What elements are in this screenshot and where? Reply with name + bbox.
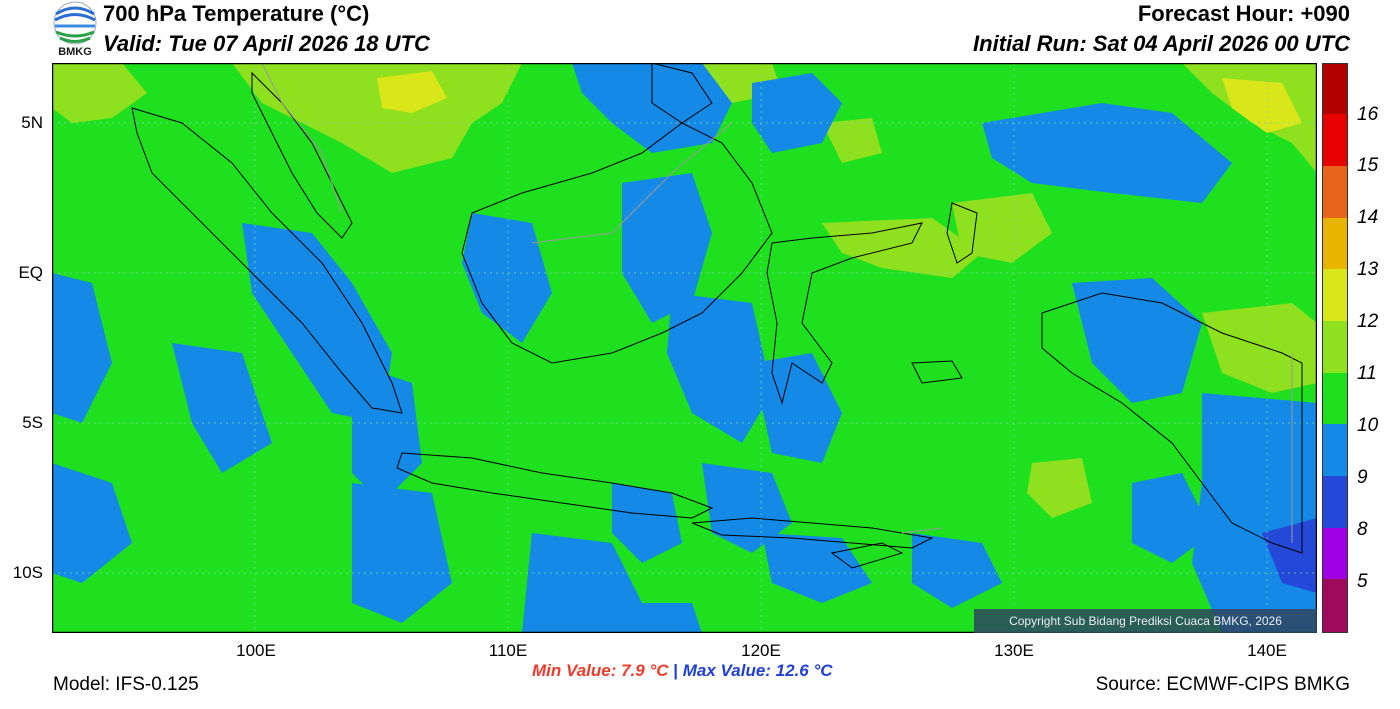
logo-label: BMKG: [58, 46, 92, 58]
colorbar-label-5: 5: [1357, 571, 1368, 592]
lat-label-5n: 5N: [21, 113, 43, 132]
model-label: Model: IFS-0.125: [53, 674, 199, 695]
colorbar-label-13: 13: [1357, 259, 1379, 280]
sulawesi-outline: [766, 222, 923, 405]
colorbar-label-11: 11: [1357, 363, 1377, 384]
lon-label-100e: 100E: [236, 641, 276, 660]
map-title: 700 hPa Temperature (°C): [103, 1, 370, 26]
temperature-map: Copyright Sub Bidang Prediksi Cuaca BMKG…: [52, 63, 1317, 633]
bmkg-logo: BMKG: [51, 0, 99, 60]
colorbar-label-9: 9: [1357, 467, 1368, 488]
field-cool-9: [1262, 518, 1317, 593]
initial-run: Initial Run: Sat 04 April 2026 00 UTC: [973, 31, 1350, 56]
min-max-values: Min Value: 7.9 °C | Max Value: 12.6 °C: [532, 661, 833, 681]
map-svg: [52, 63, 1317, 633]
field-warm-13: [377, 71, 1302, 133]
lat-label-10s: 10S: [12, 563, 43, 582]
lat-label-5s: 5S: [22, 413, 43, 432]
bmkg-logo-icon: [53, 1, 97, 45]
min-value: Min Value: 7.9 °C: [532, 661, 669, 680]
colorbar-label-10: 10: [1357, 415, 1379, 436]
malay-peninsula-outline: [251, 71, 353, 239]
sumatra-outline: [131, 107, 403, 414]
stats-separator: |: [673, 661, 679, 680]
lesser-sunda-outline: [691, 517, 934, 549]
valid-time: Valid: Tue 07 April 2026 18 UTC: [103, 31, 430, 56]
java-outline: [396, 452, 714, 519]
new-guinea-outline: [1041, 292, 1303, 554]
colorbar-label-14: 14: [1357, 207, 1379, 228]
colorbar-label-16: 16: [1357, 104, 1379, 125]
halmahera-outline: [946, 202, 978, 264]
lon-label-140e: 140E: [1247, 641, 1287, 660]
colorbar-label-8: 8: [1357, 519, 1368, 540]
source-label: Source: ECMWF-CIPS BMKG: [1095, 674, 1350, 695]
field-warm-12: [52, 63, 1317, 518]
lon-label-110e: 110E: [488, 641, 528, 660]
copyright-note: Copyright Sub Bidang Prediksi Cuaca BMKG…: [974, 609, 1317, 633]
philippines-outline: [651, 63, 713, 124]
lon-label-130e: 130E: [994, 641, 1034, 660]
country-borders: [261, 63, 1293, 543]
forecast-hour: Forecast Hour: +090: [1137, 1, 1350, 26]
timor-outline: [830, 542, 904, 569]
seram-outline: [911, 360, 963, 384]
borneo-outline: [461, 122, 773, 364]
colorbar: [1322, 63, 1348, 633]
lon-label-120e: 120E: [741, 641, 781, 660]
field-cool-10: [52, 63, 1317, 633]
colorbar-label-15: 15: [1357, 155, 1379, 176]
colorbar-label-12: 12: [1357, 311, 1379, 332]
lat-label-eq: EQ: [18, 263, 43, 282]
graticule: [52, 63, 1317, 633]
map-frame: [52, 63, 1317, 633]
coastlines: [131, 63, 1303, 569]
max-value: Max Value: 12.6 °C: [682, 661, 833, 680]
